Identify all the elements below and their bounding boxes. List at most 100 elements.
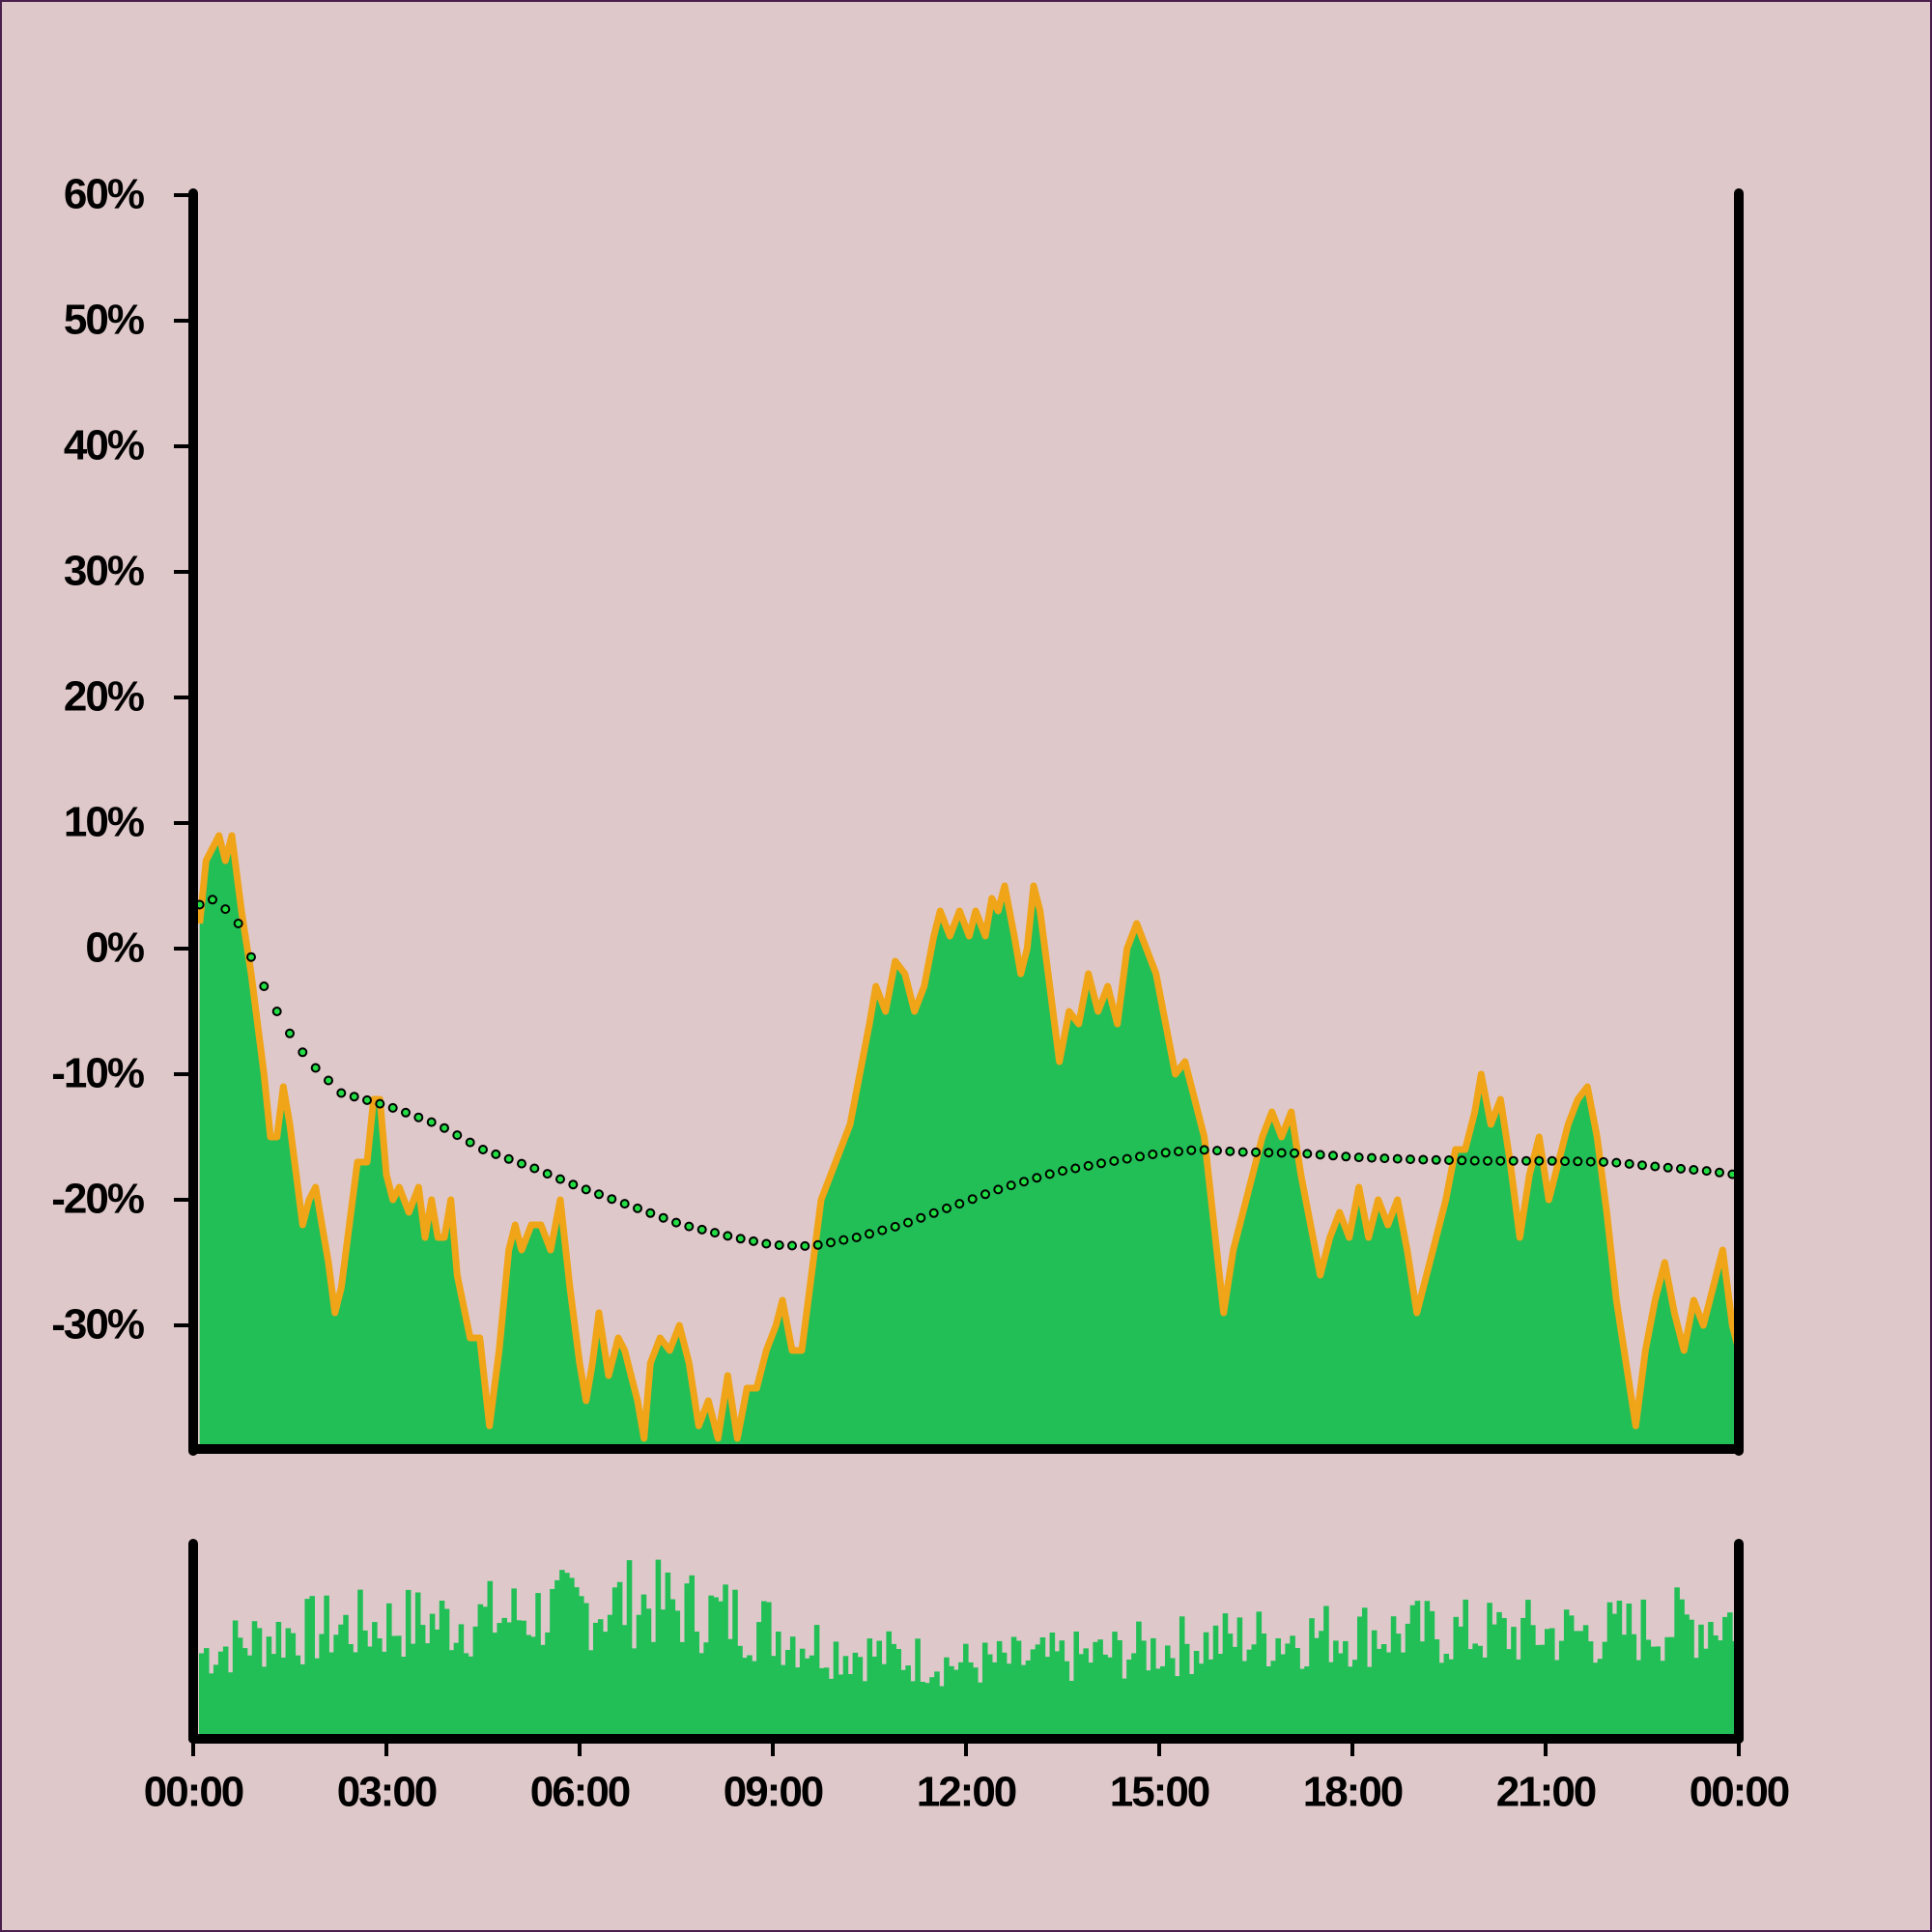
volume-bar: [655, 1559, 662, 1735]
volume-bar: [1356, 1616, 1363, 1735]
volume-bar: [1020, 1664, 1027, 1735]
volume-bar: [650, 1641, 657, 1735]
volume-bar: [756, 1622, 762, 1735]
moving-average-point: [465, 1137, 475, 1148]
volume-bar: [1352, 1660, 1358, 1735]
moving-average-point: [787, 1240, 797, 1251]
moving-average-point: [1237, 1147, 1248, 1157]
moving-average-point: [555, 1174, 565, 1184]
volume-bar: [886, 1631, 892, 1735]
moving-average-point: [1392, 1153, 1403, 1164]
volume-bar: [400, 1657, 407, 1735]
volume-bar: [1251, 1644, 1258, 1735]
volume-bar: [1698, 1624, 1704, 1735]
moving-average-point: [877, 1225, 888, 1236]
volume-bar: [414, 1592, 421, 1735]
volume-bar: [1122, 1678, 1127, 1735]
volume-bar: [852, 1652, 859, 1735]
moving-average-point: [1276, 1148, 1287, 1158]
volume-bar: [468, 1656, 474, 1735]
volume-bar: [487, 1580, 494, 1735]
volume-bar: [1453, 1616, 1460, 1735]
volume-bar: [1366, 1666, 1373, 1735]
volume-bar: [1376, 1648, 1382, 1735]
volume-bar: [338, 1624, 344, 1735]
x-tick-label: 06:00: [530, 1769, 630, 1816]
volume-bar: [747, 1655, 753, 1735]
volume-bar: [526, 1634, 531, 1735]
moving-average-point: [607, 1194, 617, 1205]
volume-bar: [1093, 1641, 1098, 1735]
moving-average-point: [903, 1217, 913, 1228]
volume-bar: [732, 1589, 738, 1735]
volume-bar: [1188, 1674, 1195, 1735]
volume-bar: [780, 1664, 786, 1735]
volume-bar: [953, 1669, 959, 1735]
moving-average-point: [324, 1075, 333, 1086]
volume-bar: [1684, 1614, 1690, 1735]
moving-average-point: [1341, 1151, 1351, 1162]
volume-bar: [689, 1575, 696, 1735]
volume-bars: [199, 1559, 1738, 1735]
volume-bar: [463, 1653, 469, 1735]
volume-bar: [968, 1662, 974, 1735]
volume-bar: [1126, 1660, 1132, 1735]
moving-average-point: [1508, 1155, 1519, 1166]
volume-bar: [1035, 1644, 1041, 1735]
volume-bar: [1319, 1631, 1324, 1735]
volume-bar: [1064, 1661, 1070, 1735]
volume-bar: [304, 1599, 311, 1735]
volume-bar: [799, 1648, 806, 1735]
volume-bar: [554, 1579, 560, 1735]
volume-bar: [891, 1643, 896, 1735]
volume-bar: [1309, 1618, 1315, 1735]
moving-average-point: [1689, 1165, 1699, 1175]
moving-average-point: [1444, 1155, 1454, 1165]
volume-bar: [1328, 1662, 1334, 1735]
volume-bar: [1059, 1640, 1065, 1735]
volume-bar: [1285, 1643, 1291, 1735]
x-tick-label: 12:00: [917, 1769, 1016, 1816]
volume-bar: [497, 1623, 503, 1735]
volume-bar: [1256, 1611, 1263, 1735]
volume-bar: [1405, 1623, 1411, 1735]
volume-bar: [545, 1632, 551, 1735]
volume-bar: [1164, 1645, 1171, 1735]
volume-bar: [1679, 1599, 1685, 1735]
volume-bar: [1169, 1658, 1176, 1735]
moving-average-point: [1431, 1154, 1441, 1165]
volume-bar: [439, 1601, 445, 1735]
price-area-fill: [199, 836, 1740, 1445]
volume-bar: [1573, 1631, 1579, 1735]
moving-average-point: [1573, 1156, 1583, 1167]
moving-average-point: [1560, 1156, 1570, 1167]
volume-bar: [1616, 1601, 1623, 1735]
volume-bar: [1621, 1634, 1628, 1735]
volume-bar: [1348, 1666, 1353, 1735]
volume-bar: [251, 1621, 258, 1735]
volume-bar: [616, 1581, 623, 1735]
moving-average-point: [1083, 1160, 1094, 1171]
y-tick-label: 10%: [64, 799, 144, 846]
volume-bar: [727, 1638, 733, 1735]
volume-bar: [579, 1596, 584, 1735]
moving-average-point: [542, 1169, 553, 1179]
volume-bar: [1385, 1652, 1392, 1735]
volume-bar: [530, 1636, 536, 1735]
moving-average-point: [581, 1184, 591, 1195]
volume-bar: [550, 1588, 555, 1735]
moving-average-point: [478, 1145, 488, 1154]
volume-bar: [1713, 1635, 1719, 1735]
moving-average-point: [851, 1233, 862, 1242]
volume-bar: [607, 1614, 613, 1735]
moving-average-point: [928, 1208, 939, 1218]
moving-average-point: [735, 1234, 746, 1244]
volume-bar: [597, 1619, 604, 1735]
volume-bar: [395, 1635, 402, 1735]
volume-bar: [270, 1654, 277, 1735]
moving-average-point: [1599, 1156, 1608, 1167]
volume-bar: [299, 1663, 306, 1735]
volume-bar: [1545, 1629, 1550, 1735]
moving-average-point: [246, 952, 256, 962]
volume-bar: [511, 1588, 517, 1735]
